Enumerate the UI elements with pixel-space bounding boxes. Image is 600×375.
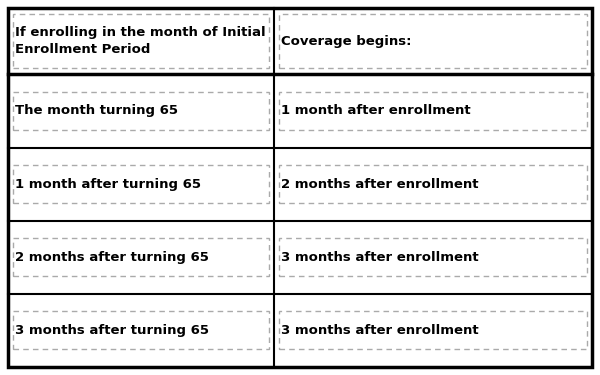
Bar (13, 14, 269, 68)
Text: 3 months after enrollment: 3 months after enrollment (281, 324, 478, 337)
Text: The month turning 65: The month turning 65 (15, 105, 178, 117)
Text: If enrolling in the month of Initial
Enrollment Period: If enrolling in the month of Initial Enr… (15, 26, 266, 56)
Bar (13, 92, 269, 130)
Text: 2 months after enrollment: 2 months after enrollment (281, 178, 478, 190)
Bar (13, 311, 269, 350)
Text: 2 months after turning 65: 2 months after turning 65 (15, 251, 209, 264)
Bar (279, 238, 587, 276)
Text: 1 month after turning 65: 1 month after turning 65 (15, 178, 201, 190)
Text: 3 months after enrollment: 3 months after enrollment (281, 251, 478, 264)
Text: Coverage begins:: Coverage begins: (281, 35, 411, 48)
Bar (13, 165, 269, 203)
Bar (13, 238, 269, 276)
Bar (279, 92, 587, 130)
Bar (279, 14, 587, 68)
Text: 3 months after turning 65: 3 months after turning 65 (15, 324, 209, 337)
Bar (279, 165, 587, 203)
Bar (279, 311, 587, 350)
Text: 1 month after enrollment: 1 month after enrollment (281, 105, 470, 117)
